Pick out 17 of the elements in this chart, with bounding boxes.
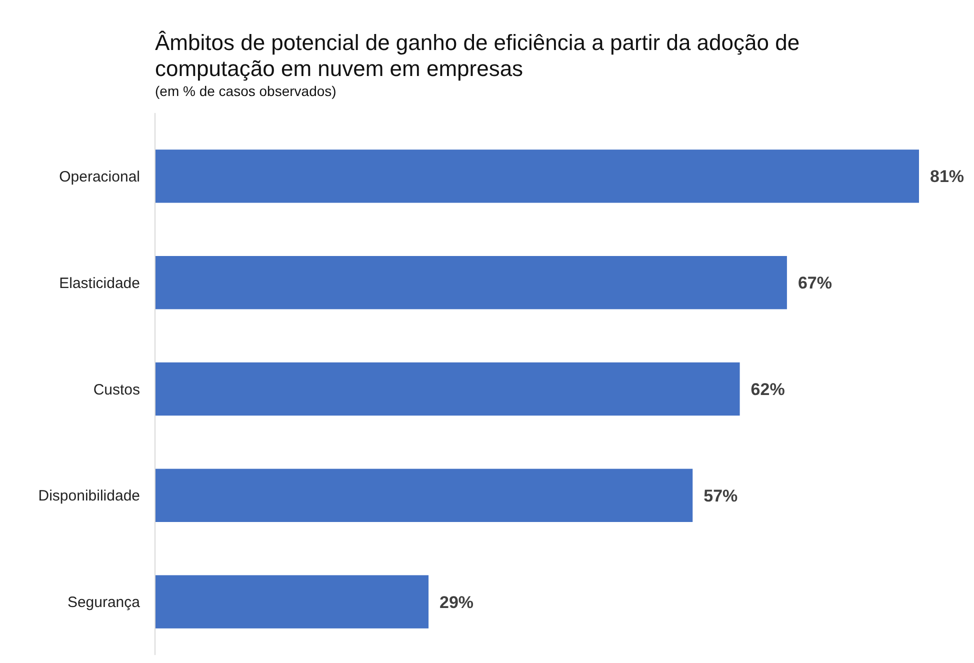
bar (155, 468, 693, 522)
data-label: 81% (930, 167, 964, 186)
y-tick-label: Segurança (67, 594, 141, 612)
data-label: 62% (750, 380, 785, 399)
bar (155, 150, 919, 203)
y-tick-label: Custos (93, 381, 140, 398)
bar (155, 575, 429, 628)
data-label: 67% (798, 274, 832, 293)
chart-title: Âmbitos de potencial de ganho de eficiência a partir da adoção de computação em nuvem em empresas (155, 30, 800, 81)
y-tick-label: Disponibilidade (38, 488, 140, 505)
bar (155, 256, 787, 310)
y-tick-label: Elasticidade (59, 274, 140, 292)
y-tick-label: Operacional (59, 168, 140, 186)
data-label: 57% (704, 486, 738, 506)
data-label: 29% (440, 592, 474, 612)
bar (155, 362, 740, 416)
chart-subtitle: (em % de casos observados) (155, 83, 336, 99)
